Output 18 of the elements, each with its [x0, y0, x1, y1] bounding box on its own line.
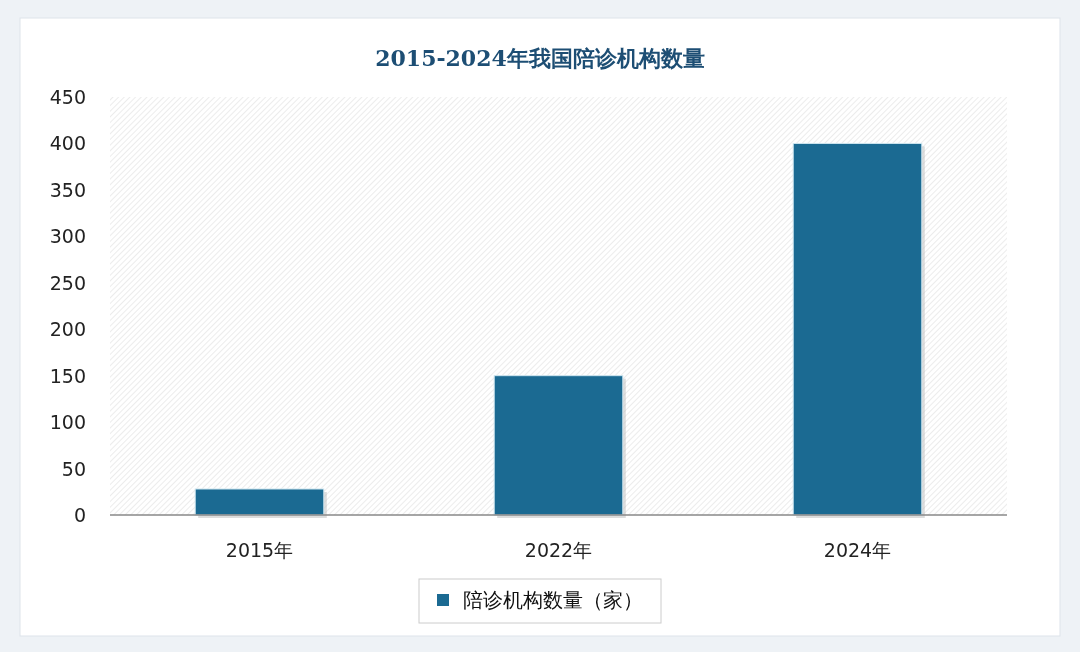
- y-tick-label: 250: [49, 271, 86, 294]
- x-tick-label: 2024年: [823, 539, 892, 561]
- legend-label: 陪诊机构数量（家）: [463, 588, 643, 612]
- x-tick-label: 2022年: [524, 539, 593, 561]
- y-tick-label: 100: [49, 411, 86, 434]
- y-tick-label: 300: [49, 225, 86, 248]
- bar: [493, 375, 624, 516]
- y-tick-label: 0: [73, 504, 86, 526]
- y-tick-label: 200: [49, 318, 86, 341]
- y-tick-label: 450: [49, 86, 86, 108]
- x-tick-label: 2015年: [225, 539, 294, 561]
- y-tick-label: 400: [49, 132, 86, 155]
- bar: [792, 142, 923, 516]
- y-tick-label: 350: [49, 178, 86, 201]
- bar: [194, 488, 325, 516]
- y-tick-label: 50: [61, 457, 86, 480]
- y-tick-label: 150: [49, 364, 86, 387]
- chart-title: 2015-2024年我国陪诊机构数量: [375, 45, 705, 71]
